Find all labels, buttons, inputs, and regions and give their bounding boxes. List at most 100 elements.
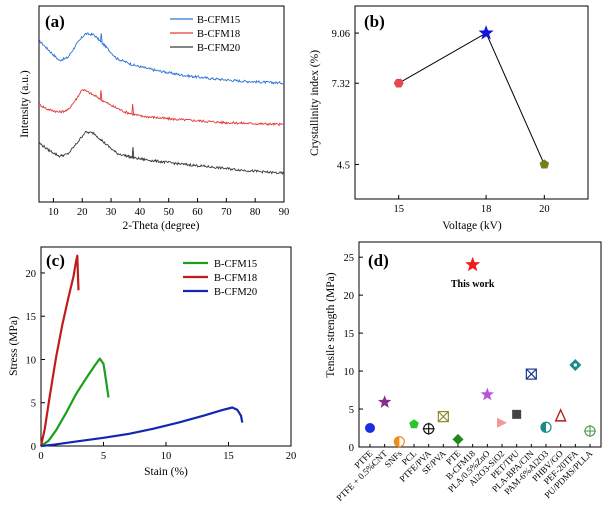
b-point-18 <box>478 25 494 40</box>
c-series-B-CFM15 <box>40 357 110 447</box>
panel-d-y-axis-label: Tensile strength (MPa) <box>325 272 337 377</box>
panel-d-points <box>365 256 596 448</box>
panel-a: 10 20 30 40 50 60 70 80 90 (a) 2-Theta (degree) … <box>19 5 289 232</box>
d-point-PET-TPU <box>512 409 522 419</box>
c-series-B-CFM18 <box>39 254 80 447</box>
d-point-PTFE <box>365 423 375 434</box>
a-legend-label-B-CFM20: B-CFM20 <box>197 43 240 54</box>
d-point-SF-PVA-x <box>437 411 449 423</box>
b-y-tick-label-0: 4.5 <box>337 160 350 171</box>
d-point-PTE <box>452 433 464 445</box>
panel-a-label: (a) <box>45 12 65 31</box>
panel-b: 15 18 20 4.5 7.32 9.06 (b) Voltage (kV) Cryst… <box>309 5 589 232</box>
panel-d-frame <box>358 241 602 448</box>
d-point-B-CFM18 <box>465 256 481 272</box>
d-y-tick-label-1: 5 <box>349 405 354 416</box>
panel-a-legend: B-CFM15 B-CFM18 B-CFM20 <box>170 15 240 54</box>
c-x-tick-label-4: 20 <box>286 451 297 462</box>
panel-b-points <box>393 25 550 169</box>
d-point-PU-PDMS-PLLA <box>584 425 596 438</box>
d-point-PLA-BPA-CIN-box <box>525 368 537 380</box>
panel-c-legend: B-CFM15 B-CFM18 B-CFM20 <box>183 259 257 298</box>
b-x-tick-label-1: 18 <box>481 204 492 215</box>
d-point-Al2O3-SiO2 <box>497 417 507 428</box>
panel-c-series <box>39 254 244 448</box>
b-x-tick-label-2: 20 <box>539 204 550 215</box>
c-y-tick-label-4: 20 <box>26 269 37 280</box>
panel-a-frame <box>38 5 285 203</box>
d-point-SNFs <box>393 436 405 448</box>
a-peak-1 <box>131 103 134 115</box>
c-x-tick-label-3: 15 <box>223 451 234 462</box>
c-x-tick-label-0: 0 <box>38 451 43 462</box>
d-point-PEF-20TFA-dot <box>573 363 577 367</box>
c-y-tick-label-1: 5 <box>31 399 36 410</box>
panel-b-y-axis-label: Crystallinity index (%) <box>309 50 321 156</box>
a-x-tick-label-5: 60 <box>192 207 203 218</box>
a-legend-label-B-CFM18: B-CFM18 <box>197 29 240 40</box>
d-point-PLA-BPA-CIN-x <box>525 368 537 380</box>
c-series-B-CFM20 <box>40 406 244 448</box>
a-x-tick-label-6: 70 <box>221 207 232 218</box>
d-point-PLA-BPA-CIN <box>525 368 537 380</box>
c-legend-label-B-CFM18: B-CFM18 <box>214 273 257 284</box>
d-point-PAM-6-Al2O3-fill <box>541 422 546 433</box>
a-x-tick-label-0: 10 <box>48 207 59 218</box>
d-y-tick-label-2: 10 <box>344 367 355 378</box>
d-point-PTFE-PVA <box>422 422 435 435</box>
c-y-tick-label-2: 10 <box>26 355 37 366</box>
b-y-tick-label-2: 9.06 <box>332 29 350 40</box>
b-x-tick-label-0: 15 <box>393 204 404 215</box>
d-point-SNFs-fill <box>394 436 400 447</box>
panel-a-series <box>38 32 285 176</box>
b-point-15 <box>393 78 404 88</box>
c-x-tick-label-2: 10 <box>161 451 172 462</box>
panel-d-label: (d) <box>368 251 389 270</box>
d-point-PCL <box>409 419 419 429</box>
d-point-SF-PVA <box>437 411 449 423</box>
a-peak-3 <box>99 33 103 43</box>
panel-b-label: (b) <box>364 12 385 31</box>
d-point-PLA-0-5-ZnO <box>480 387 494 401</box>
a-series-B-CFM20 <box>38 130 285 176</box>
d-point-PU-PDMS-PLLA-cross <box>584 425 596 438</box>
b-y-tick-label-1: 7.32 <box>332 79 350 90</box>
panel-b-x-axis-label: Voltage (kV) <box>442 220 502 232</box>
a-legend-label-B-CFM15: B-CFM15 <box>197 15 240 26</box>
panel-c: 0 5 10 15 20 0 5 10 15 20 (c) Stain (%) Stress (M… <box>8 246 297 478</box>
b-point-20 <box>539 159 550 169</box>
a-x-tick-label-3: 40 <box>135 207 146 218</box>
panel-b-ticks: 15 18 20 4.5 7.32 9.06 <box>332 29 550 215</box>
panel-a-x-ticks: 10 20 30 40 50 60 70 80 90 <box>48 198 289 218</box>
d-point-PTFE-PVA-cross <box>422 422 435 435</box>
d-point-PAM-6-Al2O3 <box>540 421 552 433</box>
d-point-SF-PVA-box <box>437 411 449 423</box>
d-y-tick-label-4: 20 <box>344 291 355 302</box>
panel-b-frame <box>354 5 589 200</box>
panel-c-ticks: 0 5 10 15 20 0 5 10 15 20 <box>26 269 297 462</box>
a-x-tick-label-8: 90 <box>279 207 290 218</box>
d-y-tick-label-0: 0 <box>349 443 354 454</box>
panel-c-label: (c) <box>46 251 65 270</box>
a-x-tick-label-7: 80 <box>250 207 261 218</box>
d-y-tick-label-5: 25 <box>344 253 355 264</box>
a-peak-2 <box>131 146 135 158</box>
a-peak-0 <box>99 90 103 100</box>
c-y-tick-label-3: 15 <box>26 312 37 323</box>
c-legend-label-B-CFM15: B-CFM15 <box>214 259 257 270</box>
panel-a-x-axis-label: 2-Theta (degree) <box>123 220 200 232</box>
d-y-tick-label-3: 15 <box>344 329 355 340</box>
b-connecting-line <box>398 32 545 165</box>
panel-c-x-axis-label: Stain (%) <box>144 466 188 478</box>
d-point-PEF-20TFA <box>569 359 582 371</box>
d-point-PTFE-0-5-CNT <box>378 395 392 408</box>
c-y-tick-label-0: 0 <box>31 442 36 453</box>
a-x-tick-label-2: 30 <box>106 207 117 218</box>
c-legend-label-B-CFM20: B-CFM20 <box>214 287 257 298</box>
c-x-tick-label-1: 5 <box>101 451 106 462</box>
panel-c-y-axis-label: Stress (MPa) <box>8 316 20 376</box>
a-x-tick-label-4: 50 <box>163 207 174 218</box>
